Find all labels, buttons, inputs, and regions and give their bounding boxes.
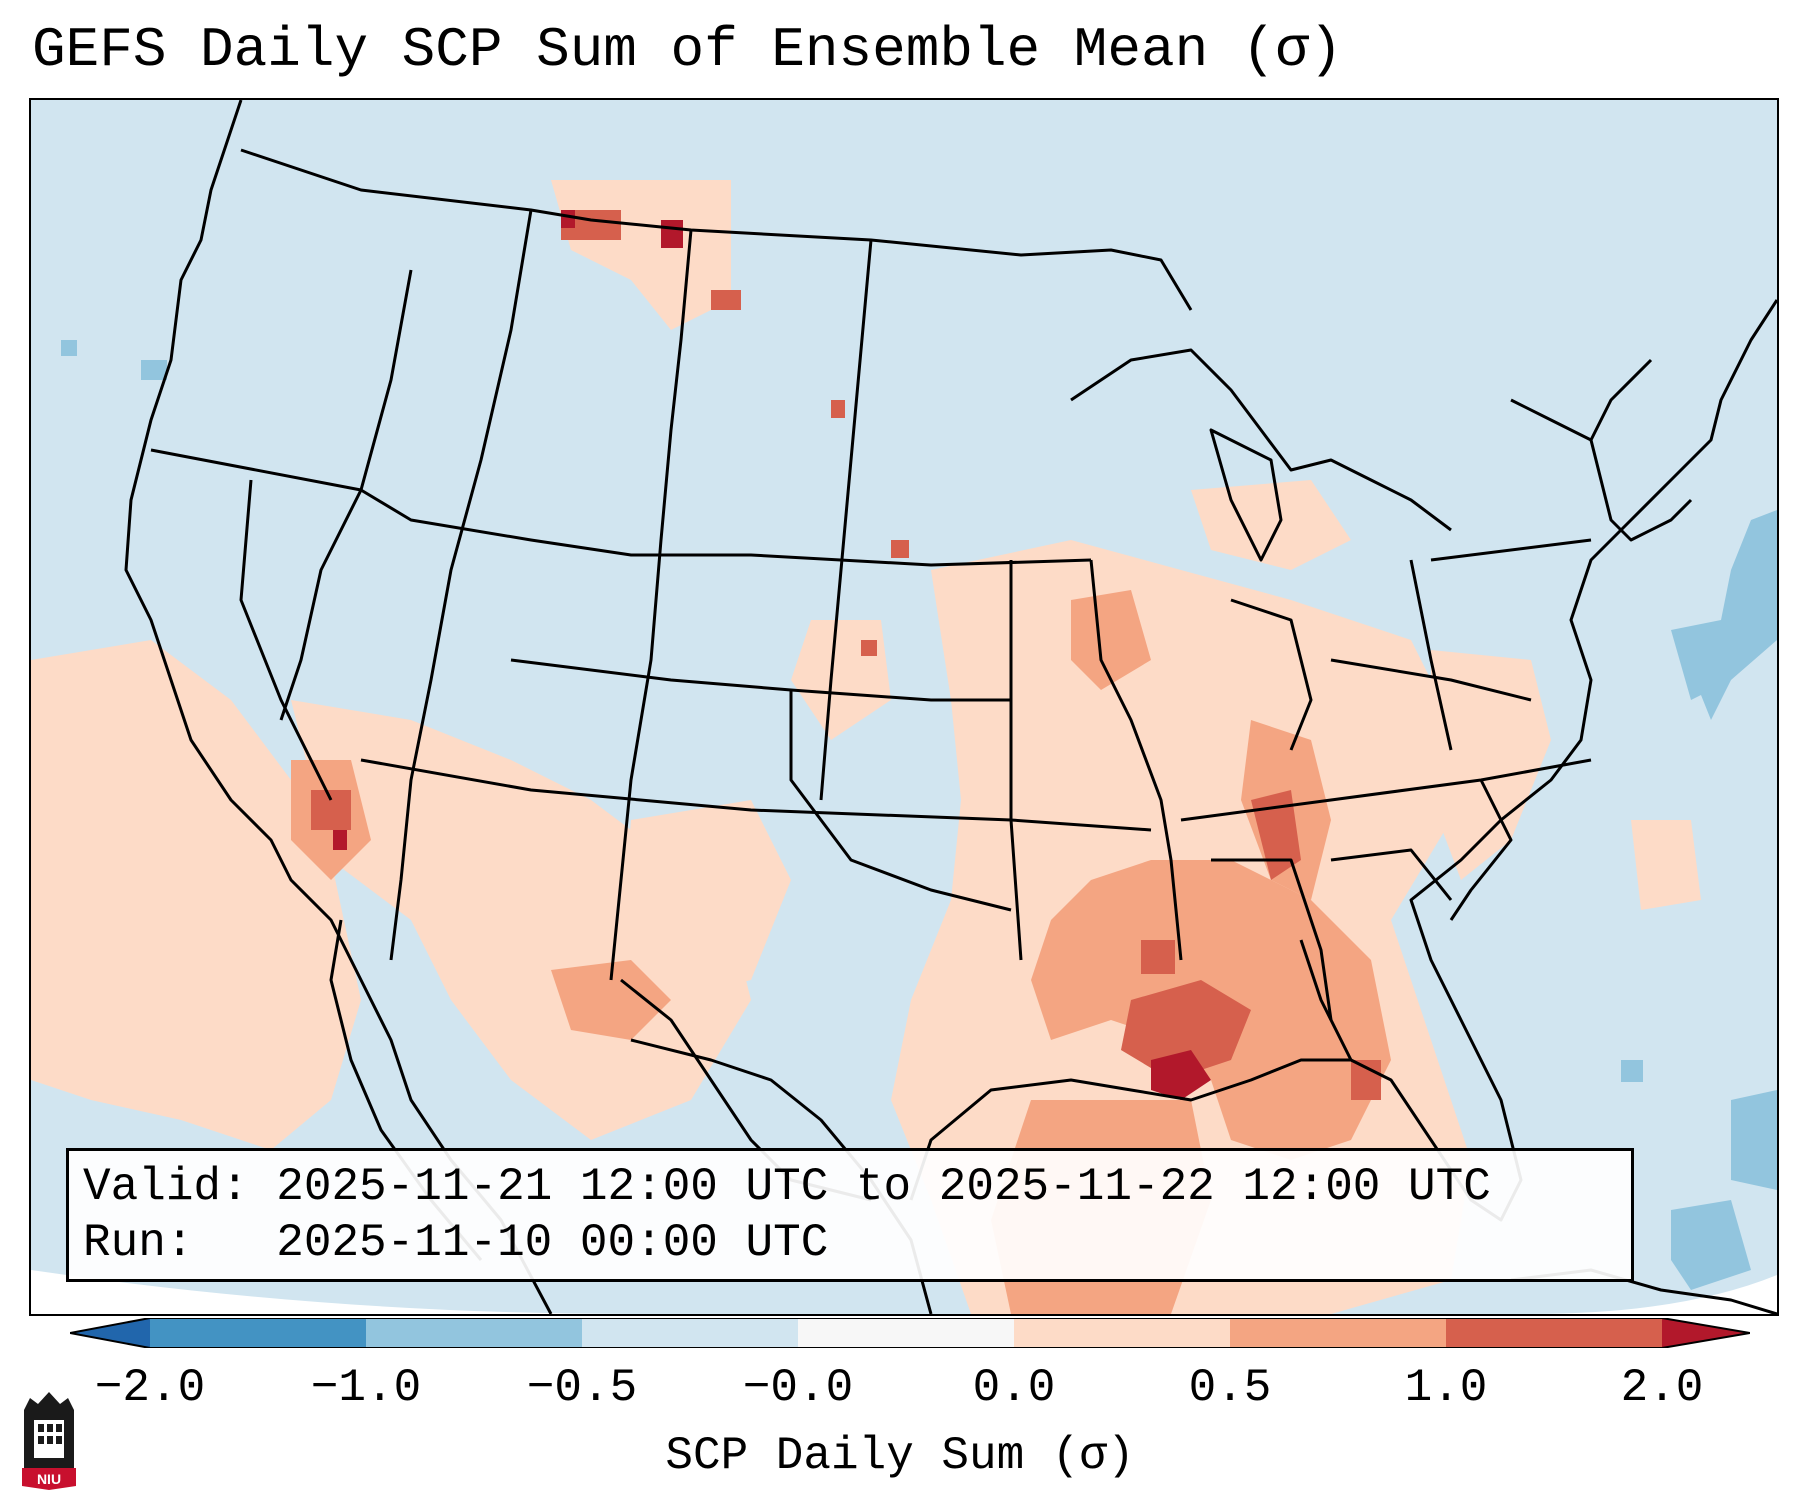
colorbar-tick-label: −1.0 [310,1362,422,1414]
colorbar-tick-label: −2.0 [94,1362,206,1414]
scp-shading-max [333,210,1211,1100]
colorbar-tick-label: 1.0 [1404,1362,1488,1414]
colorbar-segment [1446,1318,1662,1348]
valid-line: Valid: 2025-11-21 12:00 UTC to 2025-11-2… [83,1161,1491,1213]
colorbar [70,1318,1750,1348]
niu-logo-icon: NIU [22,1392,76,1490]
colorbar-segment [798,1318,1014,1348]
projection-edge-left [31,1270,631,1314]
scp-shading-negative [61,340,1777,1290]
colorbar-tick-label: 2.0 [1620,1362,1704,1414]
colorbar-tick-label: −0.5 [526,1362,638,1414]
projection-edge-right [1531,1275,1777,1314]
colorbar-extend-high [1662,1318,1750,1348]
map-canvas [31,100,1777,1314]
colorbar-segment [366,1318,582,1348]
svg-text:NIU: NIU [37,1471,61,1487]
colorbar-segment [582,1318,798,1348]
scp-shading-strong [311,210,1381,1100]
colorbar-label: SCP Daily Sum (σ) [665,1430,1135,1482]
colorbar-segment [1014,1318,1230,1348]
colorbar-tick-label: −0.0 [742,1362,854,1414]
colorbar-tick-label: 0.0 [972,1362,1056,1414]
colorbar-tick-label: 0.5 [1188,1362,1272,1414]
colorbar-extend-low [70,1318,150,1348]
validity-info-box: Valid: 2025-11-21 12:00 UTC to 2025-11-2… [66,1148,1634,1282]
map-title: GEFS Daily SCP Sum of Ensemble Mean (σ) [32,18,1343,82]
colorbar-segment [1230,1318,1446,1348]
map-panel [29,98,1779,1316]
run-line: Run: 2025-11-10 00:00 UTC [83,1217,829,1269]
colorbar-segment [150,1318,366,1348]
